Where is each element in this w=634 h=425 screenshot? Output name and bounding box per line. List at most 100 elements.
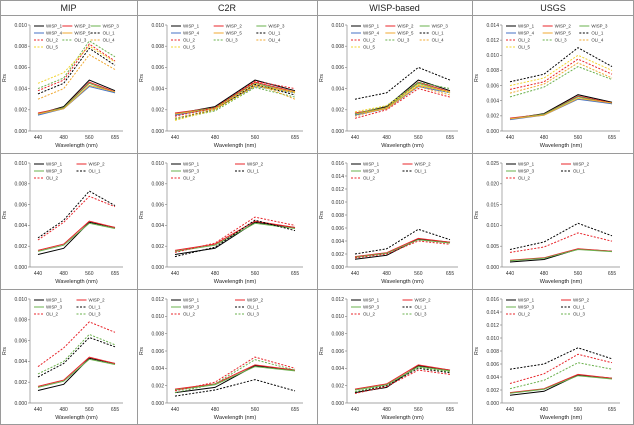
chart-panel-3: 0.000 0.002 0.004 0.006 0.008 0.010 440 480 560 6… <box>319 23 458 149</box>
legend-label: OLI_3 <box>573 312 586 317</box>
y-tick-label: 0.010 <box>331 23 344 29</box>
y-tick-label: 0.000 <box>486 265 499 271</box>
y-tick-label: 0.002 <box>331 383 344 389</box>
legend-label: WISP_1 <box>518 298 535 303</box>
legend-label: WISP_3 <box>591 24 608 29</box>
series-line-oli-2 <box>509 353 613 384</box>
x-axis-label: Wavelength (nm) <box>381 279 424 285</box>
series-line-oli-5 <box>509 54 613 87</box>
series-line-oli-5 <box>37 45 116 84</box>
y-tick-label: 0.005 <box>486 244 499 250</box>
y-tick-label: 0.010 <box>486 53 499 59</box>
y-tick-label: 0.000 <box>486 401 499 407</box>
x-tick-label: 480 <box>59 407 68 413</box>
series-line-wisp-3 <box>174 366 296 391</box>
legend-label: WISP_1 <box>46 298 63 303</box>
legend-label: WISP_3 <box>363 169 380 174</box>
legend-label: OLI_1 <box>591 31 604 36</box>
x-tick-label: 560 <box>414 407 423 413</box>
y-tick-label: 0.000 <box>14 401 27 407</box>
legend-label: WISP_2 <box>397 24 414 29</box>
y-tick-label: 0.006 <box>331 349 344 355</box>
y-tick-label: 0.006 <box>14 202 27 208</box>
series-line-wisp-2 <box>354 364 451 390</box>
y-tick-label: 0.006 <box>331 226 344 232</box>
legend-label: OLI_2 <box>363 176 376 181</box>
y-tick-label: 0.004 <box>331 366 344 372</box>
x-axis-label: Wavelength (nm) <box>540 415 583 421</box>
series-line-oli-2 <box>354 369 451 394</box>
y-tick-label: 0.012 <box>331 187 344 193</box>
y-tick-label: 0.004 <box>14 359 27 365</box>
legend-label: OLI_3 <box>247 312 260 317</box>
chart-panel-1: 0.000 0.002 0.004 0.006 0.008 0.010 440 480 560 6… <box>2 23 123 149</box>
legend-label: OLI_3 <box>89 312 102 317</box>
series-line-oli-2 <box>354 240 451 259</box>
y-tick-label: 0.010 <box>486 336 499 342</box>
legend-label: WISP_5 <box>397 31 414 36</box>
x-tick-label: 440 <box>506 407 515 413</box>
legend-label: WISP_5 <box>226 31 243 36</box>
y-axis-label: Rrs <box>2 347 8 355</box>
y-tick-label: 0.002 <box>14 380 27 386</box>
legend-label: OLI_4 <box>268 38 281 43</box>
y-tick-label: 0.010 <box>14 297 27 303</box>
y-tick-label: 0.020 <box>486 182 499 188</box>
legend-label: WISP_1 <box>46 24 63 29</box>
x-tick-label: 480 <box>540 271 549 277</box>
legend-label: WISP_3 <box>183 169 200 174</box>
x-tick-label: 560 <box>574 407 583 413</box>
x-tick-label: 655 <box>446 407 455 413</box>
y-tick-label: 0.016 <box>331 161 344 167</box>
x-axis-label: Wavelength (nm) <box>540 143 583 149</box>
legend-label: OLI_4 <box>591 38 604 43</box>
chart-panel-8: 0.000 0.005 0.010 0.015 0.020 0.025 440 480 560 6… <box>474 161 620 285</box>
series-line-wisp-3 <box>509 96 613 120</box>
y-tick-label: 0.008 <box>151 331 164 337</box>
y-axis-label: Rrs <box>139 211 145 219</box>
legend-label: OLI_1 <box>89 169 102 174</box>
legend-label: WISP_5 <box>555 31 572 36</box>
y-tick-label: 0.008 <box>14 318 27 324</box>
legend-label: WISP_2 <box>74 24 91 29</box>
y-tick-label: 0.006 <box>14 338 27 344</box>
y-tick-label: 0.004 <box>331 86 344 92</box>
legend-label: OLI_1 <box>247 169 260 174</box>
legend-label: OLI_2 <box>46 38 59 43</box>
series-line-oli-1 <box>37 336 116 378</box>
series-line-oli-3 <box>509 362 613 390</box>
chart-panel-4: 0.000 0.002 0.004 0.006 0.008 0.010 0.012 0.014… <box>474 23 620 149</box>
x-tick-label: 655 <box>111 271 120 277</box>
series-line-oli-4 <box>174 82 296 119</box>
y-tick-label: 0.002 <box>14 244 27 250</box>
legend-label: WISP_1 <box>183 162 200 167</box>
legend-label: WISP_3 <box>432 24 449 29</box>
legend-label: OLI_3 <box>555 38 568 43</box>
column-title-c2r: C2R <box>217 3 236 13</box>
x-tick-label: 440 <box>34 407 43 413</box>
legend-label: WISP_4 <box>46 31 63 36</box>
series-line-wisp-1 <box>37 221 116 255</box>
x-tick-label: 655 <box>608 271 617 277</box>
legend-label: OLI_2 <box>518 38 531 43</box>
legend-label: OLI_1 <box>573 305 586 310</box>
x-tick-label: 560 <box>85 135 94 141</box>
series-line-oli-3 <box>354 366 451 393</box>
legend-label: OLI_2 <box>518 312 531 317</box>
x-tick-label: 480 <box>382 407 391 413</box>
x-tick-label: 655 <box>291 271 300 277</box>
series-line-wisp-3 <box>509 375 613 394</box>
y-tick-label: 0.004 <box>14 223 27 229</box>
legend-label: WISP_4 <box>363 31 380 36</box>
legend-label: OLI_3 <box>415 312 428 317</box>
y-axis-label: Rrs <box>474 211 480 219</box>
legend-label: WISP_1 <box>183 298 200 303</box>
series-line-oli-3 <box>354 81 451 115</box>
x-tick-label: 440 <box>506 135 515 141</box>
series-line-oli-1 <box>509 222 613 250</box>
legend-label: OLI_2 <box>518 176 531 181</box>
y-axis-label: Rrs <box>474 74 480 82</box>
y-tick-label: 0.010 <box>331 200 344 206</box>
y-tick-label: 0.006 <box>486 83 499 89</box>
